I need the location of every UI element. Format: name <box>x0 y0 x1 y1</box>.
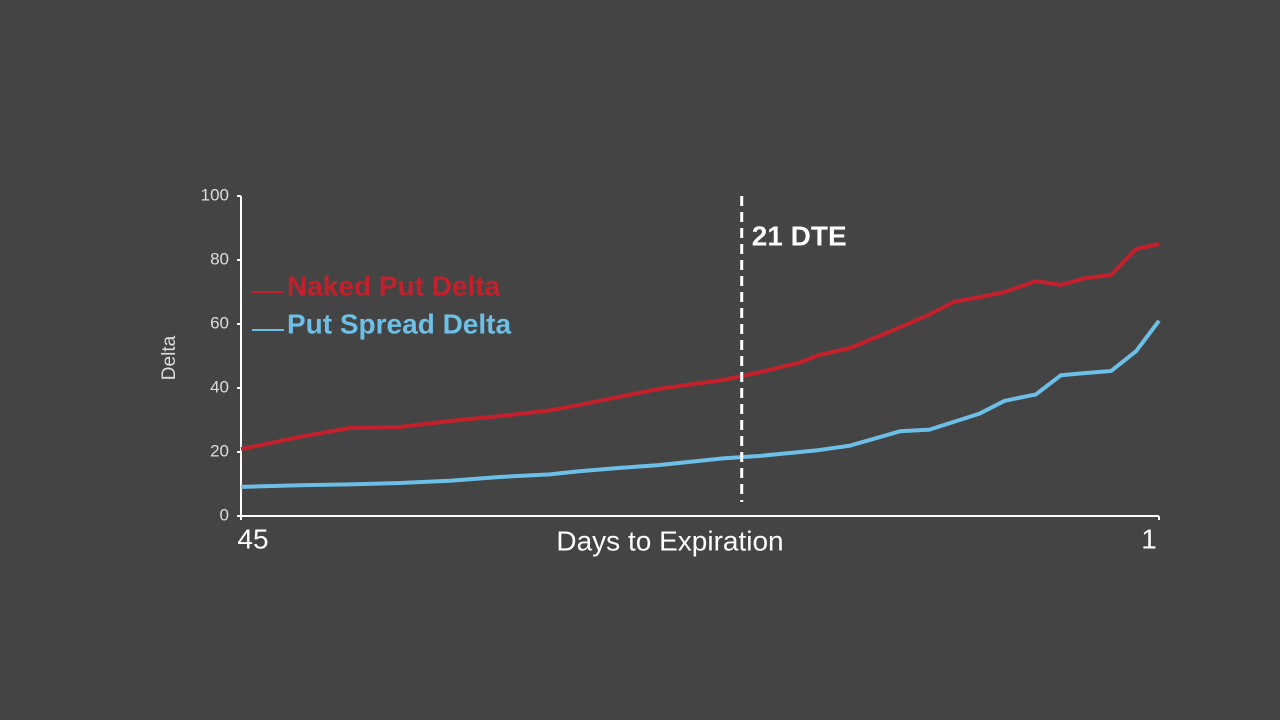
annotation-label: 21 DTE <box>752 220 847 251</box>
x-axis-title: Days to Expiration <box>556 525 783 556</box>
y-tick-label: 0 <box>220 505 229 524</box>
y-tick-label: 100 <box>201 185 229 204</box>
data-line <box>240 242 1160 452</box>
y-tick-label: 40 <box>210 377 229 396</box>
y-axis-title: Delta <box>159 335 180 380</box>
legend-label: Naked Put Delta <box>287 270 501 301</box>
y-tick-label: 80 <box>210 249 229 268</box>
x-tick-label: 1 <box>1141 523 1157 554</box>
legend-label: Put Spread Delta <box>287 308 511 339</box>
y-tick-label: 60 <box>210 313 229 332</box>
data-line <box>240 319 1161 489</box>
y-tick-label: 20 <box>210 441 229 460</box>
x-tick-label: 45 <box>237 523 268 554</box>
